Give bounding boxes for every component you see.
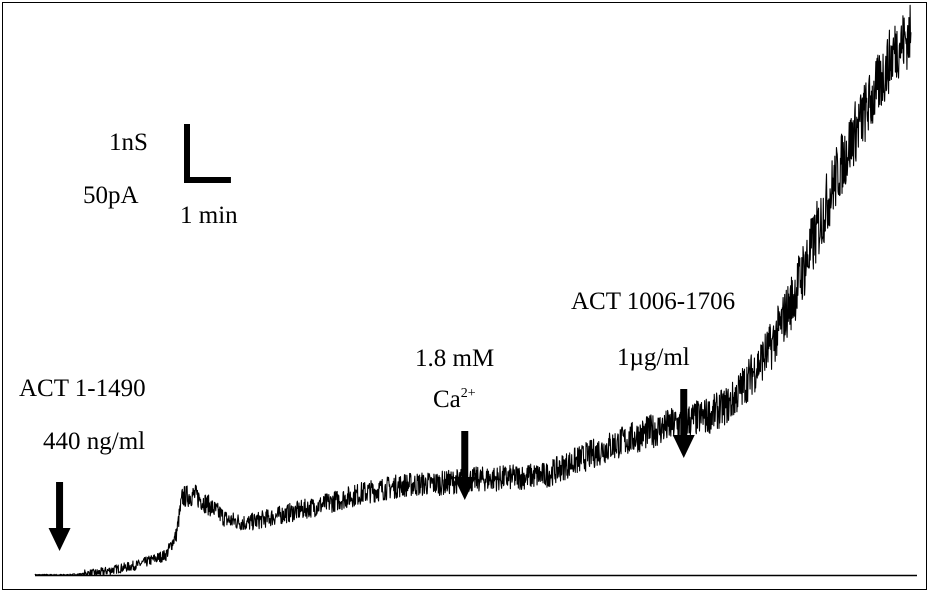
scale-bar: 1nS 50pA 1 min (83, 124, 238, 229)
annotations: ACT 1-1490 440 ng/ml 1.8 mM Ca2+ ACT 100… (19, 288, 735, 455)
annotation-act-1-1490-concentration: 440 ng/ml (43, 428, 145, 455)
annotation-calcium-concentration: 1.8 mM (415, 345, 494, 372)
scale-bar-label-time: 1 min (180, 202, 238, 229)
current-trace-plot: 1nS 50pA 1 min ACT 1-1490 440 ng/ml 1.8 … (19, 4, 917, 577)
current-trace-group (34, 4, 912, 576)
application-arrow-3 (672, 389, 695, 458)
scale-bar-label-conductance: 1nS (109, 129, 148, 156)
application-arrow-2 (453, 431, 476, 500)
application-arrows (48, 389, 695, 551)
annotation-act-1006-1706-concentration: 1µg/ml (617, 344, 690, 371)
annotation-act-1006-1706-name: ACT 1006-1706 (571, 288, 735, 315)
annotation-act-1-1490-name: ACT 1-1490 (19, 375, 146, 402)
annotation-calcium-ion-charge: 2+ (461, 386, 476, 401)
annotation-calcium-ion: Ca2+ (433, 386, 476, 413)
scale-bar-label-current: 50pA (83, 182, 139, 209)
annotation-calcium-ion-symbol: Ca (433, 386, 461, 413)
current-trace-line (34, 4, 912, 576)
application-arrow-1 (48, 482, 71, 551)
